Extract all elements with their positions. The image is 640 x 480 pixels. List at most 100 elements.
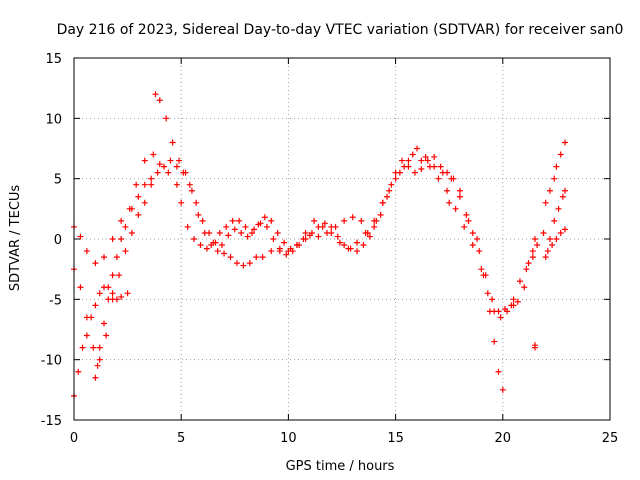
data-point [248, 229, 255, 236]
data-point [135, 193, 142, 200]
data-point [233, 260, 240, 267]
data-point [214, 248, 221, 255]
data-point [191, 236, 198, 242]
data-point [268, 217, 275, 224]
data-point [362, 229, 369, 236]
data-point [495, 368, 502, 375]
data-point [561, 226, 568, 233]
data-point [551, 217, 558, 224]
data-point [150, 151, 157, 158]
data-point [128, 229, 135, 236]
data-point [484, 290, 491, 297]
data-point [88, 314, 95, 321]
data-point [516, 278, 523, 285]
data-point [555, 205, 562, 212]
data-point [195, 211, 202, 218]
data-point [173, 163, 180, 170]
data-point [101, 320, 108, 327]
y-tick-label: 0 [54, 233, 62, 248]
data-point [257, 220, 264, 227]
data-point [184, 223, 191, 230]
data-point [553, 163, 560, 170]
data-point [418, 157, 425, 164]
data-point [79, 344, 86, 351]
x-tick-label: 10 [280, 431, 297, 446]
data-point [366, 233, 373, 240]
data-point [546, 236, 553, 242]
data-point [193, 199, 200, 206]
chart-title: Day 216 of 2023, Sidereal Day-to-day VTE… [57, 22, 624, 38]
series-trace-c [71, 153, 515, 399]
x-tick-label: 25 [602, 431, 619, 446]
data-point [109, 272, 116, 279]
data-point [109, 290, 116, 297]
data-point [358, 217, 365, 224]
data-point [77, 284, 84, 291]
data-point [133, 181, 140, 188]
data-point [118, 217, 125, 224]
data-point [450, 175, 457, 182]
data-point [152, 91, 159, 98]
data-point [529, 254, 536, 261]
data-point [244, 233, 251, 240]
data-point [308, 229, 315, 236]
data-point [227, 254, 234, 261]
y-axis-label: SDTVAR / TECUs [8, 185, 23, 292]
data-point [469, 242, 476, 249]
data-point [315, 223, 322, 230]
data-point [216, 229, 223, 236]
data-point [399, 157, 406, 164]
data-point [549, 242, 556, 249]
data-point [109, 236, 116, 242]
data-point [336, 239, 343, 246]
data-point [328, 229, 335, 236]
data-point [491, 338, 498, 345]
data-point [197, 242, 204, 249]
data-point [118, 236, 125, 242]
data-point [424, 157, 431, 164]
data-point [431, 153, 438, 160]
data-point [199, 217, 206, 224]
data-point [122, 223, 129, 230]
axis-ticks: 0 5 10 15 20 25 -15 -10 -5 0 5 10 15 [41, 52, 619, 446]
data-point [557, 151, 564, 158]
data-point [501, 305, 508, 312]
data-point [379, 199, 386, 206]
data-point [203, 245, 210, 252]
data-point [495, 308, 502, 315]
data-point [354, 239, 361, 246]
data-point [238, 229, 245, 236]
data-point [161, 163, 168, 170]
data-point [551, 175, 558, 182]
data-point [156, 161, 163, 168]
data-point [113, 254, 120, 261]
data-point [444, 169, 451, 176]
data-point [259, 254, 266, 261]
data-point [274, 229, 281, 236]
data-point [206, 229, 213, 236]
data-point [165, 169, 172, 176]
data-point [253, 254, 260, 261]
data-point [128, 205, 135, 212]
data-point [141, 157, 148, 164]
data-point [456, 193, 463, 200]
data-point [422, 153, 429, 160]
data-point [270, 236, 277, 242]
data-point [414, 145, 421, 152]
data-point [103, 332, 110, 339]
data-point [281, 239, 288, 246]
data-point [186, 181, 193, 188]
data-point [148, 181, 155, 188]
y-tick-label: 5 [54, 173, 62, 188]
data-point [240, 262, 247, 269]
data-point [514, 298, 521, 305]
data-point [90, 344, 97, 351]
data-point [116, 272, 123, 279]
data-point [321, 220, 328, 227]
data-point [508, 302, 515, 309]
data-point [349, 214, 356, 221]
data-point [405, 157, 412, 164]
data-point [529, 248, 536, 255]
data-point [444, 187, 451, 194]
